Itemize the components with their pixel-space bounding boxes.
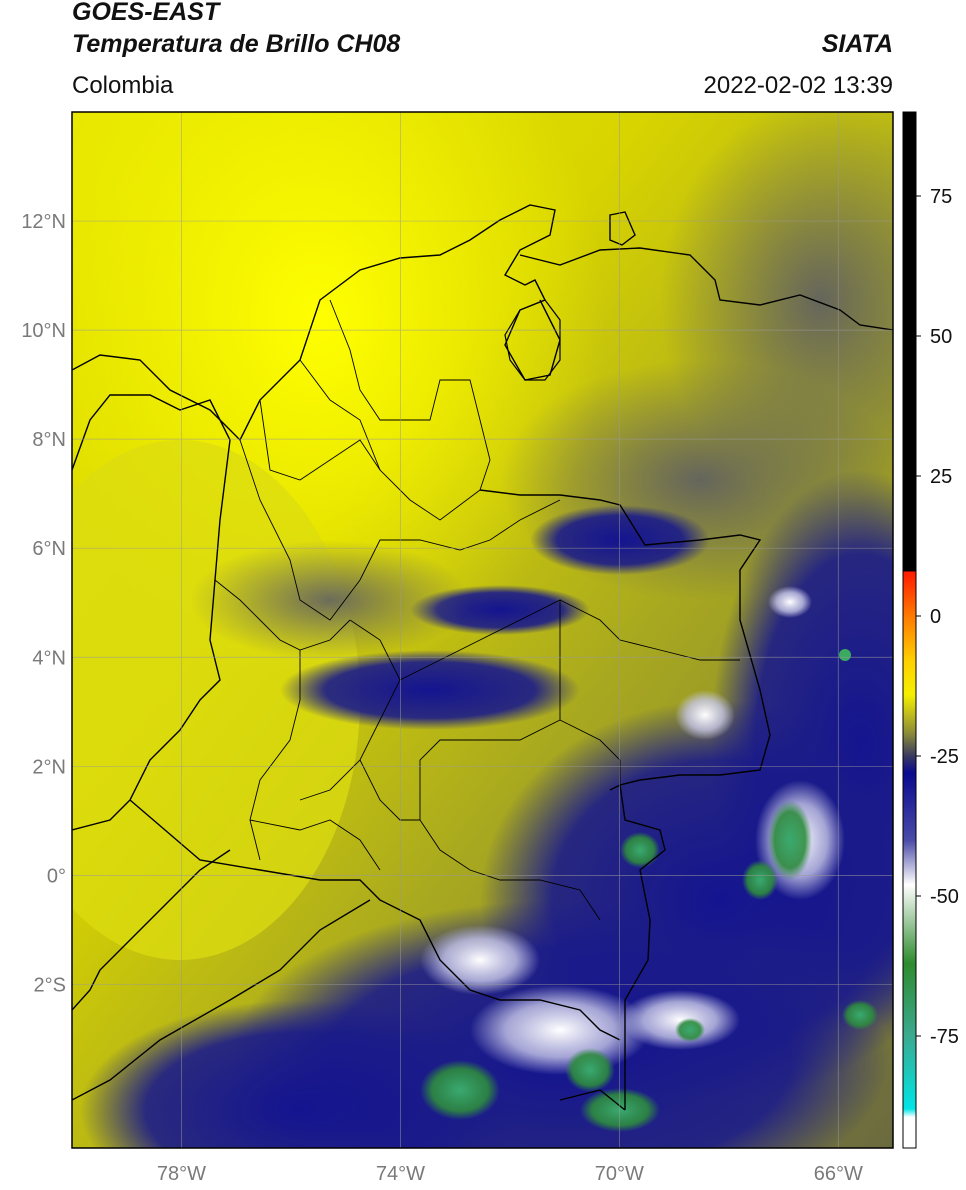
colorbar-tick-label: 50 <box>930 326 952 348</box>
lat-tick-label: 8°N <box>32 429 66 451</box>
map-frame <box>71 111 894 1149</box>
timestamp-label: 2022-02-02 13:39 <box>703 72 894 99</box>
region-label: Colombia <box>72 72 174 99</box>
colorbar <box>902 111 917 1149</box>
lat-tick-label: 6°N <box>32 538 66 560</box>
satellite-image <box>72 112 893 1148</box>
lon-tick-label: 66°W <box>814 1163 863 1185</box>
product-title: Temperatura de Brillo CH08 <box>72 30 401 58</box>
lat-tick-label: 4°N <box>32 647 66 669</box>
lat-tick-label: 2°N <box>32 756 66 778</box>
gridlines <box>72 112 893 1148</box>
lat-tick-label: 12°N <box>21 211 66 233</box>
lat-tick-label: 0° <box>47 865 66 887</box>
latitude-labels: 12°N 10°N 8°N 6°N 4°N 2°N 0° 2°S <box>21 211 66 996</box>
lat-tick-label: 2°S <box>34 974 66 996</box>
organization-label: SIATA <box>821 30 893 58</box>
colorbar-tick-label: -75 <box>930 1026 959 1048</box>
colorbar-tick-label: -50 <box>930 886 959 908</box>
colorbar-tick-label: 0 <box>930 606 941 628</box>
colorbar-tick-label: 25 <box>930 466 952 488</box>
lake-maracaibo <box>504 299 561 381</box>
colorbar-tick-label: 75 <box>930 186 952 208</box>
longitude-labels: 78°W 74°W 70°W 66°W <box>157 1163 863 1185</box>
satellite-title: GOES-EAST <box>72 0 220 26</box>
colorbar-ticks: 75 50 25 0 -25 -50 -75 <box>916 186 959 1048</box>
lon-tick-label: 74°W <box>376 1163 425 1185</box>
colorbar-tick-label: -25 <box>930 746 959 768</box>
lon-tick-label: 70°W <box>595 1163 644 1185</box>
department-lines <box>214 299 740 921</box>
lat-tick-label: 10°N <box>21 320 66 342</box>
lon-tick-label: 78°W <box>157 1163 206 1185</box>
